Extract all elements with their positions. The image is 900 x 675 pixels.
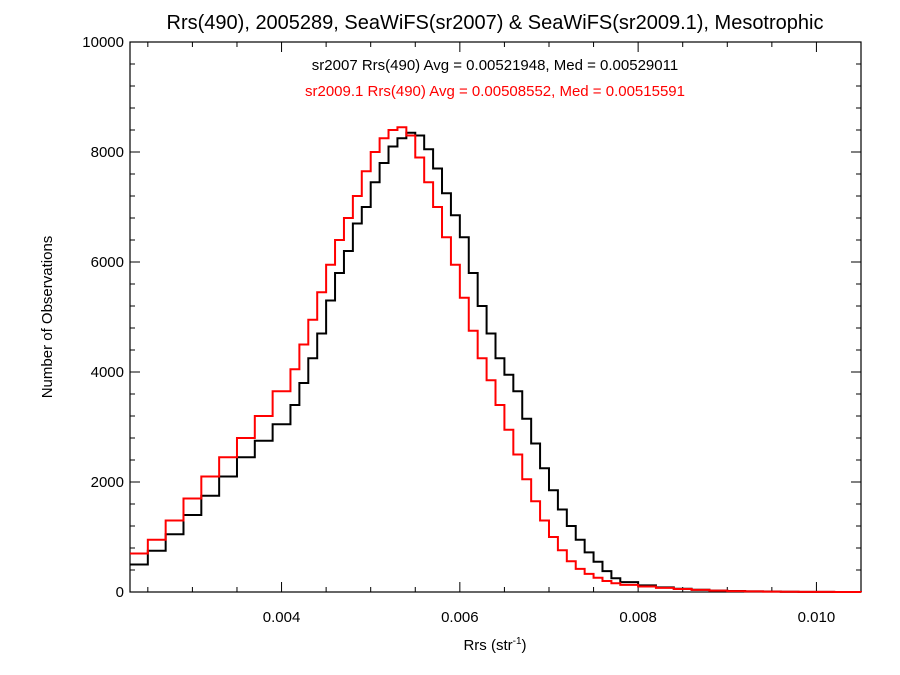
y-tick-label: 8000 [91, 144, 124, 161]
y-tick-label: 10000 [82, 34, 124, 51]
x-axis-label-sup: -1 [513, 636, 522, 647]
series-layer [130, 126, 862, 593]
axis-ticks [130, 41, 861, 593]
chart-title: Rrs(490), 2005289, SeaWiFS(sr2007) & Sea… [167, 12, 824, 34]
y-tick-label: 2000 [91, 474, 124, 491]
x-tick-label: 0.006 [441, 609, 479, 626]
x-axis-label: Rrs (str-1) [463, 636, 526, 654]
y-axis-label: Number of Observations [39, 236, 56, 399]
tick-labels: 0.004 0.006 0.008 0.010 0 2000 4000 6000 8000 100… [82, 34, 835, 626]
y-tick-label: 6000 [91, 254, 124, 271]
annotation-sr2007: sr2007 Rrs(490) Avg = 0.00521948, Med = … [312, 57, 678, 74]
series-sr2009-line [130, 126, 862, 593]
y-tick-label: 4000 [91, 364, 124, 381]
x-tick-label: 0.004 [263, 609, 301, 626]
plot-frame [129, 41, 862, 593]
x-axis-label-main: Rrs (str [463, 637, 512, 654]
x-axis-label-end: ) [522, 637, 527, 654]
series-sr2007-line [130, 131, 862, 593]
annotation-sr2009: sr2009.1 Rrs(490) Avg = 0.00508552, Med … [305, 83, 685, 100]
x-tick-label: 0.008 [619, 609, 657, 626]
x-tick-label: 0.010 [798, 609, 836, 626]
y-tick-label: 0 [116, 584, 124, 601]
